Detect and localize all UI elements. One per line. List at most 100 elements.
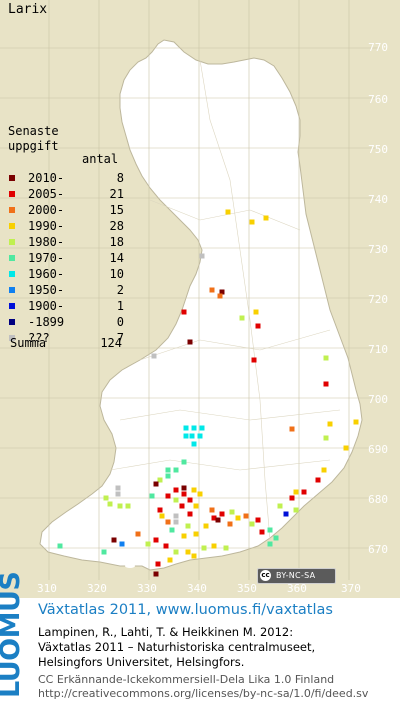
luomus-logo: LUOMUS: [0, 571, 26, 698]
observation-square: [119, 541, 125, 547]
observation-square: [173, 549, 179, 555]
islet: [106, 558, 114, 562]
legend-count: 18: [109, 235, 124, 249]
observation-square: [253, 309, 259, 315]
observation-square: [117, 503, 123, 509]
y-axis-label: 740: [368, 193, 388, 206]
observation-square: [115, 491, 121, 497]
y-axis-label: 690: [368, 443, 388, 456]
legend-label: 2005-: [28, 187, 65, 201]
legend-item: 1990- 28: [8, 219, 132, 235]
legend-item: -1899 0: [8, 315, 132, 331]
observation-square: [301, 489, 307, 495]
y-axis-label: 730: [368, 243, 388, 256]
observation-square: [57, 543, 63, 549]
observation-square: [115, 485, 121, 491]
legend-count: 15: [109, 203, 124, 217]
observation-square: [259, 529, 265, 535]
observation-square: [181, 491, 187, 497]
legend-title-line2: uppgift: [8, 139, 59, 153]
legend-swatch: [9, 271, 15, 277]
observation-square: [185, 549, 191, 555]
observation-square: [223, 545, 229, 551]
legend-title: Senaste uppgift: [8, 124, 59, 154]
observation-square: [159, 513, 165, 519]
legend-item: 2000- 15: [8, 203, 132, 219]
license-url[interactable]: http://creativecommons.org/licenses/by-n…: [38, 687, 369, 700]
legend-title-line1: Senaste: [8, 124, 59, 138]
observation-square: [173, 513, 179, 519]
observation-square: [255, 323, 261, 329]
observation-square: [111, 537, 117, 543]
observation-square: [125, 503, 131, 509]
observation-square: [153, 481, 159, 487]
observation-square: [153, 571, 159, 577]
observation-square: [151, 353, 157, 359]
observation-square: [209, 287, 215, 293]
legend-swatch: [9, 303, 15, 309]
observation-square: [163, 543, 169, 549]
observation-square: [219, 289, 225, 295]
observation-square: [227, 521, 233, 527]
observation-square: [187, 497, 193, 503]
observation-squares: [57, 209, 359, 577]
legend-count: 8: [116, 171, 124, 185]
y-axis-label: 710: [368, 343, 388, 356]
legend-count: 2: [116, 283, 124, 297]
x-axis-label: 330: [137, 582, 157, 595]
observation-square: [323, 381, 329, 387]
observation-square: [321, 467, 327, 473]
observation-square: [225, 209, 231, 215]
y-axis-label: 770: [368, 41, 388, 54]
observation-square: [169, 527, 175, 533]
observation-square: [181, 459, 187, 465]
legend-swatch: [9, 287, 15, 293]
legend-swatch: [9, 191, 15, 197]
observation-square: [289, 426, 295, 432]
y-axis-label: 750: [368, 143, 388, 156]
observation-square: [283, 511, 289, 517]
license-badge[interactable]: cc BY-NC-SA: [257, 568, 336, 584]
vaxtatlas-link[interactable]: Växtatlas 2011, www.luomus.fi/vaxtatlas: [38, 602, 333, 618]
legend-count: 10: [109, 267, 124, 281]
observation-square: [323, 355, 329, 361]
legend-item: 1970- 14: [8, 251, 132, 267]
x-axis-label: 340: [187, 582, 207, 595]
observation-square: [211, 515, 217, 521]
islet: [66, 537, 74, 543]
legend-label: 1970-: [28, 251, 65, 265]
observation-square: [273, 535, 279, 541]
observation-square: [267, 527, 273, 533]
observation-square: [197, 491, 203, 497]
license-line: CC Erkännande-Ickekommersiell-Dela Lika …: [38, 673, 335, 686]
observation-square: [293, 489, 299, 495]
legend-count: 1: [116, 299, 124, 313]
observation-square: [153, 537, 159, 543]
observation-square: [185, 523, 191, 529]
observation-square: [249, 219, 255, 225]
legend-count: 7: [116, 331, 124, 345]
citation-line: Lampinen, R., Lahti, T. & Heikkinen M. 2…: [38, 625, 294, 639]
y-axis-label: 760: [368, 93, 388, 106]
observation-square: [157, 477, 163, 483]
observation-square: [215, 517, 221, 523]
observation-square: [157, 507, 163, 513]
legend-total-label: Summa: [10, 336, 47, 350]
legend-count: 14: [109, 251, 124, 265]
legend: 2010- 8 2005- 21 2000- 15 1990- 28 1980- 18 1…: [8, 171, 132, 347]
legend-label: ???: [28, 331, 50, 345]
observation-square: [201, 545, 207, 551]
islet: [73, 526, 79, 530]
species-name: Larix: [8, 2, 48, 17]
legend-label: 1990-: [28, 219, 65, 233]
observation-square: [187, 339, 193, 345]
legend-total-count: 124: [100, 336, 122, 350]
x-axis-label: 350: [237, 582, 257, 595]
legend-item: 1960- 10: [8, 267, 132, 283]
license-badge-text: BY-NC-SA: [276, 571, 316, 580]
legend-swatch: [9, 335, 15, 341]
observation-square: [199, 253, 205, 259]
legend-item: 1950- 2: [8, 283, 132, 299]
legend-count-header: antal: [82, 152, 119, 166]
observation-square: [165, 467, 171, 473]
